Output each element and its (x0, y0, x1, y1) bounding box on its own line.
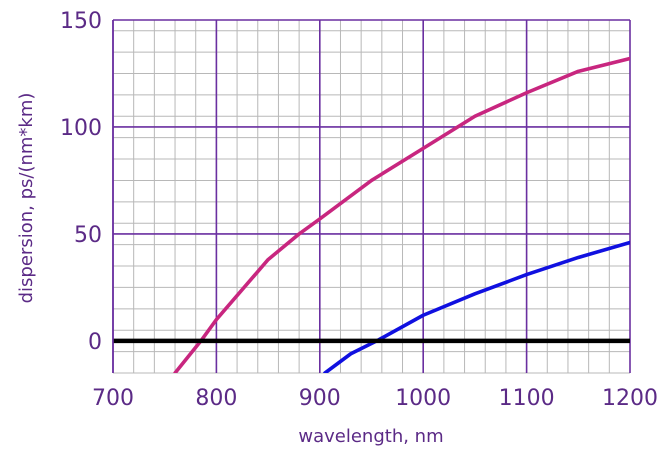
y-tick-label: 0 (88, 330, 102, 355)
x-tick-label: 1000 (395, 386, 451, 411)
x-axis-title: wavelength, nm (298, 426, 443, 447)
tick-labels: 700 800 900 1000 1100 1200 0 50 100 150 (60, 9, 658, 411)
x-tick-label: 1100 (499, 386, 555, 411)
y-tick-label: 100 (60, 116, 102, 141)
x-tick-label: 900 (299, 386, 341, 411)
y-axis-title: dispersion, ps/(nm*km) (16, 93, 37, 304)
y-tick-label: 150 (60, 9, 102, 34)
series-line-1 (173, 56, 630, 373)
x-tick-label: 700 (92, 386, 134, 411)
x-tick-label: 800 (195, 386, 237, 411)
minor-grid (112, 20, 631, 374)
series-line-2 (323, 240, 630, 373)
x-tick-label: 1200 (602, 386, 658, 411)
series-layer (173, 56, 630, 373)
major-grid (112, 19, 631, 373)
y-tick-label: 50 (74, 223, 102, 248)
